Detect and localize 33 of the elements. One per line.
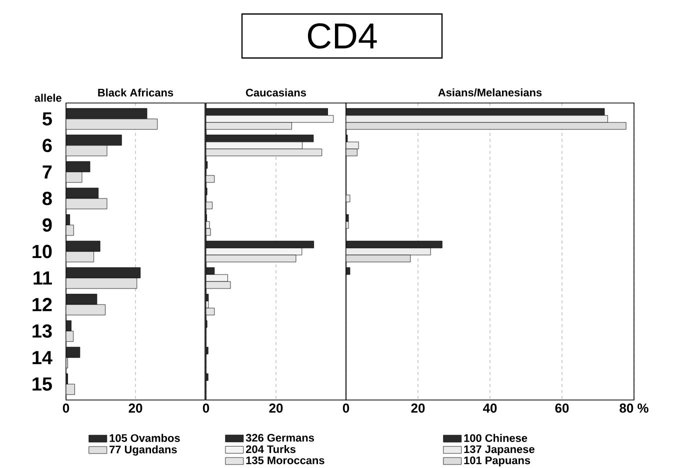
x-tick-label: 60 [555,404,569,413]
legend-label: 77 Ugandans [110,445,177,456]
legend-label: 204 Turks [246,445,296,454]
x-tick-label: 0 [342,404,350,413]
y-tick-label: 5 [42,112,52,126]
legend-label: 137 Japanese [464,445,534,456]
x-tick-label: 40 [483,404,497,413]
y-tick-label: 11 [34,272,52,285]
y-tick-label: 14 [32,351,52,364]
chart-subtitle: Caucasians [246,88,306,97]
chart-subtitle: Black Africans [98,88,174,97]
legend-label: 100 Chinese [464,434,528,442]
legend-label: 326 Germans [246,434,314,442]
x-tick-label: 80 % [620,404,648,413]
x-tick-label: 20 [128,404,142,413]
chart-subtitle: Asians/Melanesians [438,88,542,96]
y-tick-label: 15 [32,377,52,391]
y-tick-label: 9 [42,218,52,232]
y-tick-label: 13 [32,324,52,338]
legend-label: 105 Ovambos [110,434,180,442]
y-tick-label: 10 [32,244,52,258]
x-tick-label: 0 [202,404,210,413]
legend-label: 101 Papuans [464,456,530,466]
y-tick-label: 8 [42,192,52,206]
y-tick-label: 6 [42,138,52,152]
x-tick-label: 20 [411,404,425,413]
y-tick-label: 7 [42,165,52,178]
y-tick-label: 12 [32,298,52,312]
text: CD4 [308,23,377,49]
y-axis-title: allele [34,94,62,102]
x-tick-label: 20 [269,404,283,413]
x-tick-label: 0 [62,404,70,413]
legend-label: 135 Moroccans [246,456,324,464]
